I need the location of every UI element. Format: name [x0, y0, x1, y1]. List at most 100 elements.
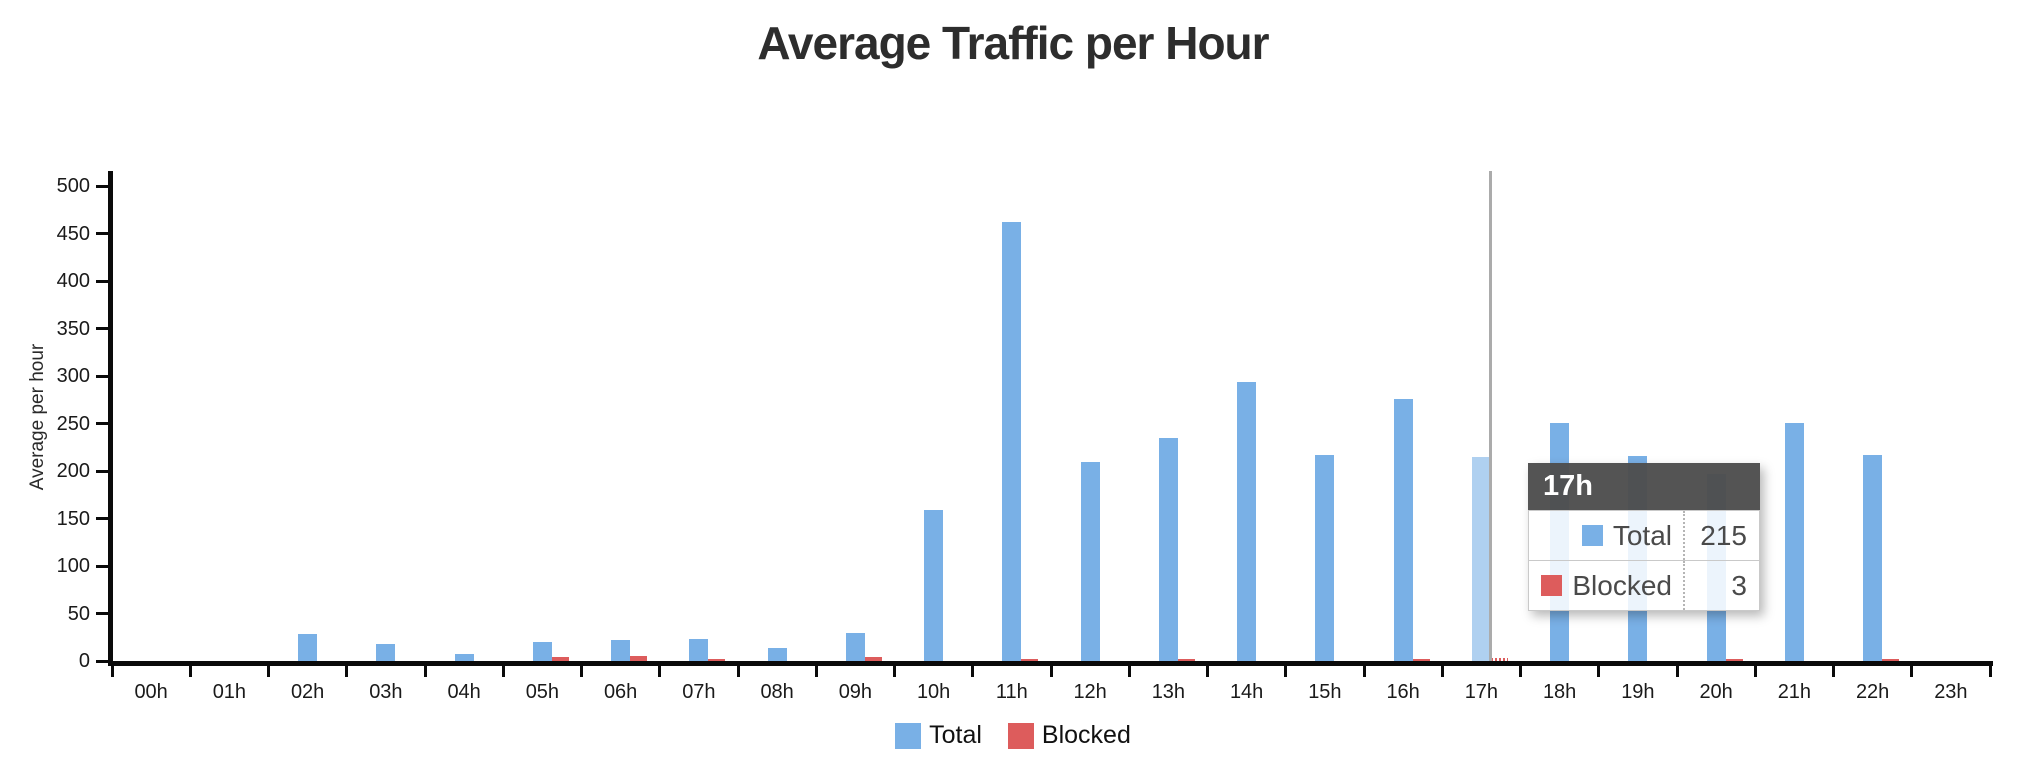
- x-label-21h: 21h: [1777, 681, 1812, 703]
- y-tick-500: [96, 184, 108, 188]
- y-axis-line: [108, 171, 113, 666]
- x-tick-11: [971, 666, 975, 677]
- bar-blocked-13h[interactable]: [1177, 659, 1195, 661]
- bar-total-06h[interactable]: [611, 640, 631, 661]
- bar-total-05h[interactable]: [532, 642, 552, 661]
- bar-total-22h[interactable]: [1863, 454, 1883, 661]
- bar-total-12h[interactable]: [1080, 461, 1100, 661]
- x-label-16h: 16h: [1386, 681, 1420, 703]
- x-label-00h: 00h: [134, 681, 168, 703]
- tooltip-row-total: Total 215: [1529, 511, 1759, 560]
- y-tick-label-250: 250: [56, 412, 90, 435]
- y-tick-label-0: 0: [78, 650, 90, 672]
- x-tick-0: [110, 666, 114, 677]
- x-axis-line: [108, 661, 1993, 666]
- x-tick-8: [736, 666, 740, 677]
- tooltip-total-swatch-icon: [1581, 525, 1603, 546]
- tooltip-blocked-value: 3: [1731, 569, 1747, 601]
- y-tick-label-150: 150: [56, 507, 90, 530]
- bar-blocked-07h[interactable]: [708, 659, 726, 661]
- bar-total-02h[interactable]: [298, 634, 318, 661]
- bar-total-08h[interactable]: [767, 647, 787, 661]
- x-label-18h: 18h: [1542, 681, 1577, 703]
- bar-blocked-22h[interactable]: [1882, 659, 1900, 661]
- legend-total-label: Total: [929, 721, 982, 749]
- x-tick-7: [658, 666, 662, 677]
- x-tick-17: [1440, 666, 1444, 677]
- x-label-05h: 05h: [525, 681, 560, 703]
- bar-blocked-06h[interactable]: [630, 656, 648, 661]
- x-label-15h: 15h: [1308, 681, 1342, 703]
- tooltip-total-value: 215: [1700, 519, 1747, 551]
- bar-total-09h[interactable]: [845, 632, 865, 661]
- x-tick-14: [1206, 666, 1209, 677]
- bar-total-16h[interactable]: [1393, 398, 1413, 661]
- x-label-10h: 10h: [916, 681, 951, 703]
- legend-item-total[interactable]: Total: [895, 721, 982, 750]
- bar-total-11h[interactable]: [1002, 222, 1022, 661]
- y-tick-label-100: 100: [56, 555, 90, 577]
- x-tick-9: [814, 666, 818, 677]
- y-tick-label-50: 50: [67, 602, 90, 625]
- hover-crosshair-line: [1489, 171, 1493, 661]
- x-tick-16: [1362, 666, 1366, 677]
- y-tick-250: [96, 422, 108, 425]
- y-tick-label-400: 400: [56, 270, 90, 292]
- x-label-08h: 08h: [760, 681, 794, 703]
- bar-blocked-16h[interactable]: [1412, 659, 1430, 661]
- legend-blocked-label: Blocked: [1041, 721, 1131, 749]
- bar-blocked-05h[interactable]: [551, 657, 569, 661]
- bar-total-14h[interactable]: [1237, 381, 1257, 661]
- x-label-13h: 13h: [1151, 681, 1186, 703]
- tooltip-row-blocked: Blocked 3: [1529, 560, 1759, 610]
- tooltip-blocked-swatch-icon: [1541, 575, 1563, 596]
- y-tick-label-350: 350: [56, 317, 90, 340]
- tooltip-blocked-label: Blocked: [1572, 569, 1672, 601]
- x-label-17h: 17h: [1464, 681, 1499, 703]
- x-tick-19: [1597, 666, 1601, 677]
- y-tick-label-450: 450: [56, 222, 90, 245]
- y-tick-label-200: 200: [56, 460, 90, 482]
- bar-total-04h[interactable]: [454, 654, 474, 661]
- x-tick-15: [1284, 666, 1288, 677]
- bar-blocked-09h[interactable]: [864, 657, 882, 661]
- bar-blocked-17h[interactable]: [1490, 658, 1508, 661]
- bar-total-07h[interactable]: [689, 639, 709, 661]
- tooltip-total-label: Total: [1612, 519, 1672, 551]
- x-label-09h: 09h: [838, 681, 873, 703]
- x-tick-18: [1519, 666, 1522, 677]
- y-tick-350: [96, 327, 108, 330]
- chart-title: Average Traffic per Hour: [757, 17, 1269, 69]
- y-tick-50: [96, 612, 108, 615]
- legend-item-blocked[interactable]: Blocked: [1007, 721, 1131, 750]
- bar-total-17h[interactable]: [1471, 456, 1491, 661]
- bar-total-10h[interactable]: [924, 509, 944, 661]
- y-tick-450: [96, 232, 108, 235]
- bar-total-15h[interactable]: [1315, 454, 1335, 661]
- y-tick-150: [96, 517, 108, 520]
- x-label-23h: 23h: [1934, 681, 1968, 703]
- x-tick-3: [345, 666, 349, 677]
- x-label-06h: 06h: [603, 681, 638, 703]
- x-tick-2: [267, 666, 270, 677]
- x-label-11h: 11h: [995, 681, 1028, 703]
- bar-total-03h[interactable]: [376, 643, 396, 661]
- legend-total-swatch-icon: [895, 722, 922, 749]
- bar-total-21h[interactable]: [1784, 422, 1804, 661]
- x-tick-22: [1832, 666, 1835, 677]
- x-label-12h: 12h: [1073, 681, 1107, 703]
- bar-total-13h[interactable]: [1158, 437, 1178, 661]
- x-tick-23: [1910, 666, 1914, 677]
- y-tick-400: [96, 279, 108, 283]
- x-tick-20: [1675, 666, 1679, 677]
- x-label-14h: 14h: [1229, 681, 1264, 703]
- y-tick-200: [96, 469, 108, 473]
- bar-blocked-11h[interactable]: [1021, 659, 1039, 661]
- legend: Total Blocked: [0, 721, 2026, 750]
- bar-blocked-20h[interactable]: [1725, 659, 1743, 661]
- x-label-19h: 19h: [1621, 681, 1655, 703]
- x-tick-10: [893, 666, 896, 677]
- x-tick-21: [1753, 666, 1757, 677]
- x-label-07h: 07h: [682, 681, 716, 703]
